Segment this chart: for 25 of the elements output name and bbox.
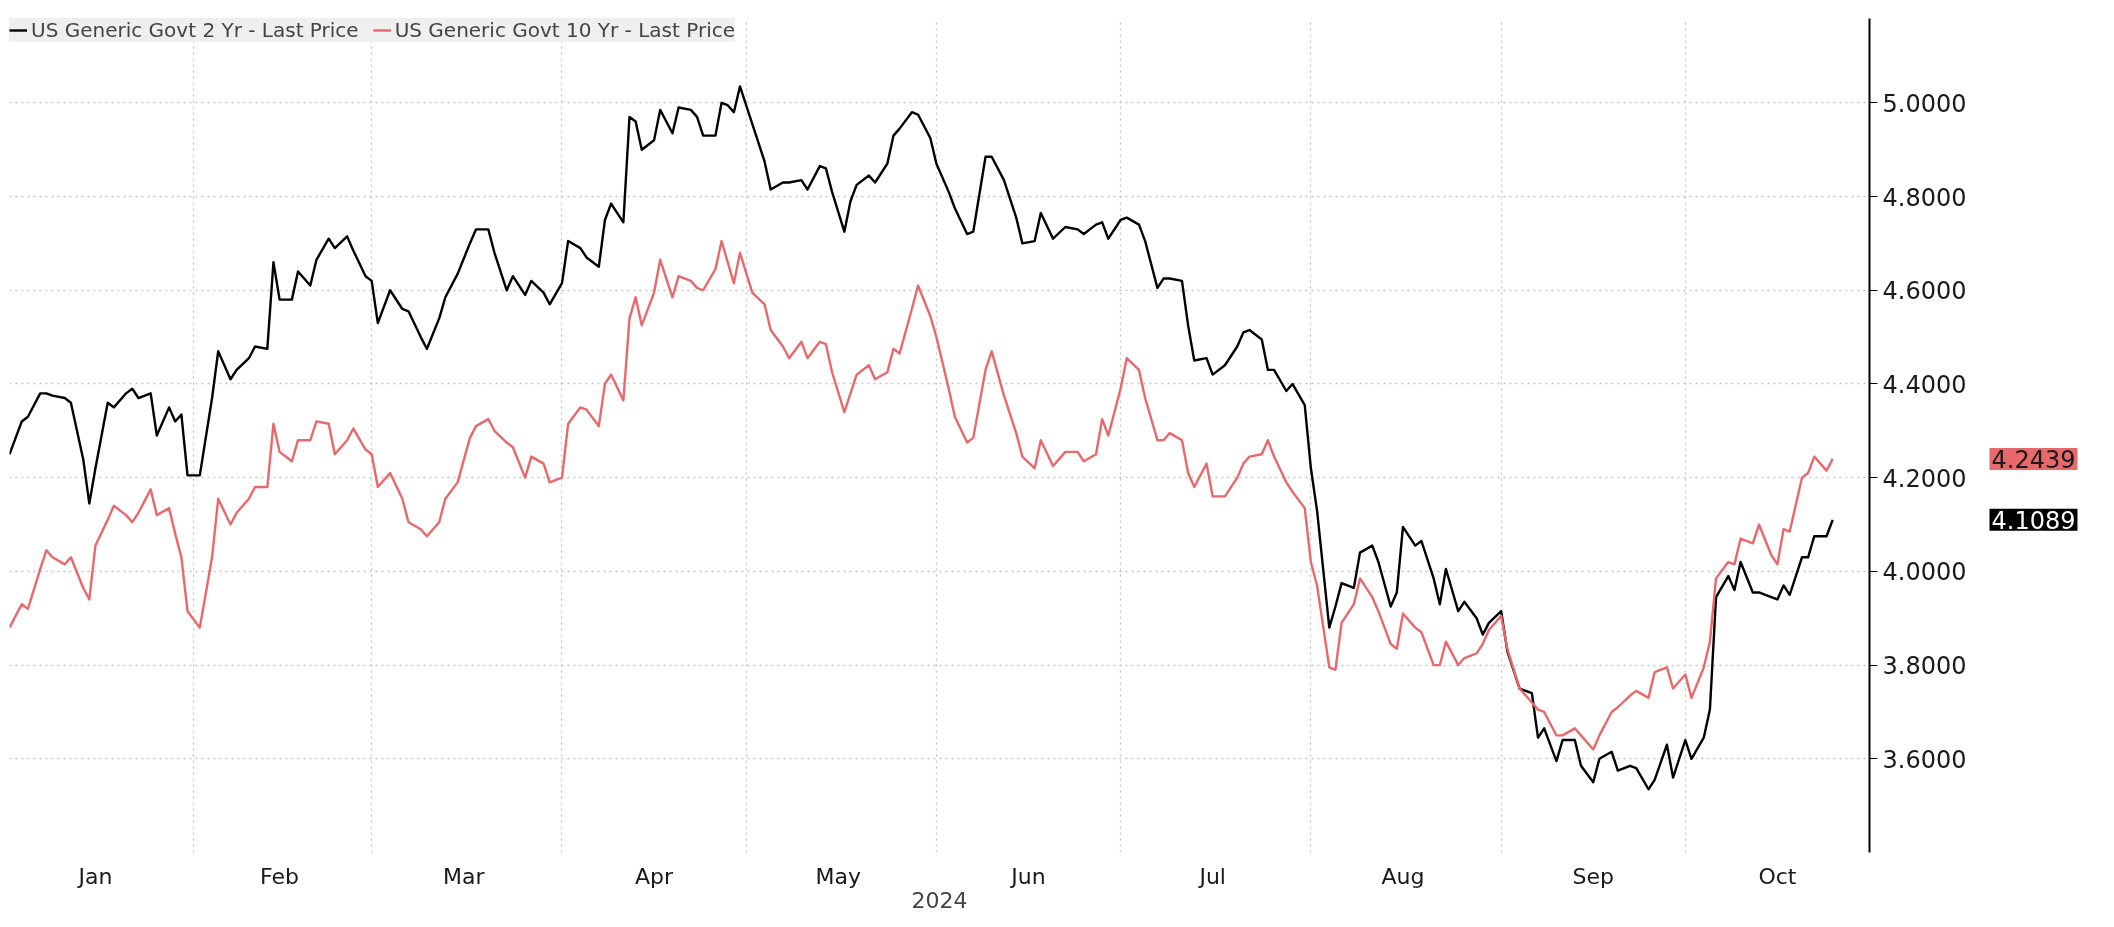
y-tick-label: 4.0000: [1882, 558, 1967, 587]
x-tick-label: Feb: [260, 863, 300, 889]
x-tick-label: Jul: [1197, 863, 1226, 889]
y-tick-label: 3.8000: [1882, 652, 1967, 681]
x-tick-label: Jun: [1009, 863, 1046, 889]
y-tick-label: 4.6000: [1882, 277, 1967, 306]
legend-label: US Generic Govt 10 Yr - Last Price: [394, 18, 736, 42]
legend-label: US Generic Govt 2 Yr - Last Price: [31, 18, 359, 42]
text: 4.1089: [1991, 506, 2076, 535]
y-tick-label: 4.2000: [1882, 464, 1967, 493]
x-tick-label: Oct: [1758, 863, 1797, 889]
x-tick-label: May: [815, 863, 861, 889]
x-tick-label: Sep: [1572, 863, 1614, 889]
line-series: [9, 85, 1834, 791]
text: 4.2439: [1991, 445, 2076, 474]
x-tick-label: Jan: [76, 863, 113, 889]
x-tick-label: Aug: [1381, 863, 1425, 889]
y-tick-label: 3.6000: [1882, 745, 1967, 774]
x-axis-title: 2024: [911, 887, 968, 913]
line-series: [9, 239, 1834, 751]
x-tick-label: Mar: [443, 863, 486, 889]
x-tick-label: Apr: [635, 863, 675, 889]
y-tick-label: 4.8000: [1882, 183, 1967, 212]
y-tick-label: 5.0000: [1882, 89, 1967, 118]
y-tick-label: 4.4000: [1882, 370, 1967, 399]
